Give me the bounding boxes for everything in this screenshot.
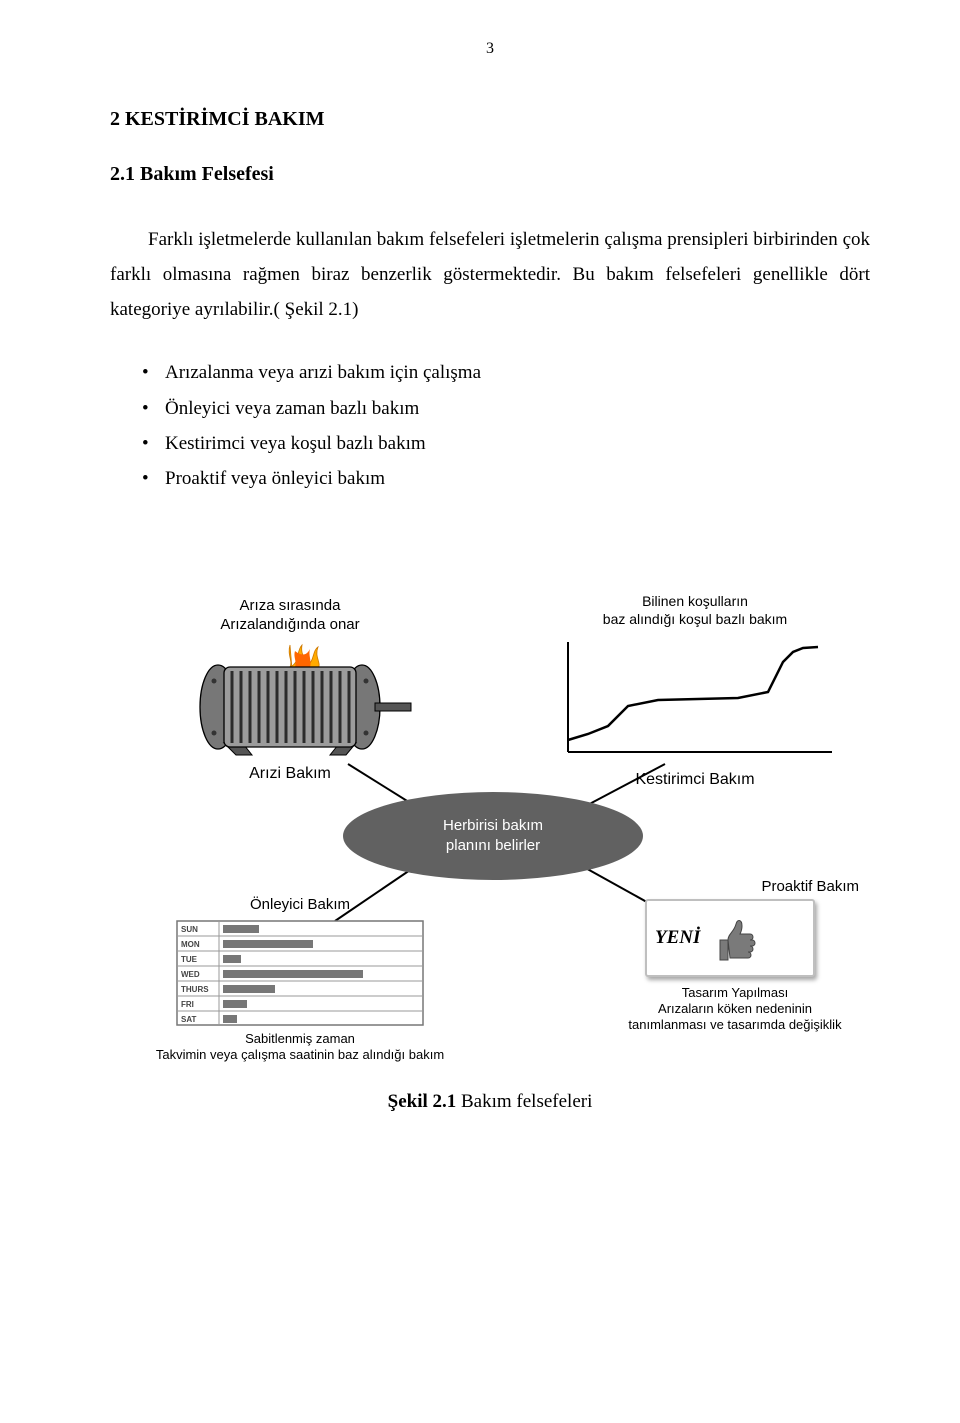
calendar-sub-line2: Takvimin veya çalışma saatinin baz alınd… — [156, 1047, 444, 1062]
calendar-day: WED — [181, 970, 200, 979]
motor-block: Arıza sırasında Arızalandığında onar — [140, 596, 440, 783]
chart-block: Bilinen koşulların baz alındığı koşul ba… — [540, 592, 850, 789]
calendar-block: Önleyici Bakım SUN — [120, 896, 480, 1064]
calendar-title: Önleyici Bakım — [120, 896, 480, 913]
diagram: Arıza sırasında Arızalandığında onar — [110, 526, 870, 1071]
list-item: Önleyici veya zaman bazlı bakım — [110, 391, 870, 426]
chart-top-label: Bilinen koşulların baz alındığı koşul ba… — [540, 592, 850, 628]
calendar-day: TUE — [181, 955, 198, 964]
list-item: Proaktif veya önleyici bakım — [110, 461, 870, 496]
oval-text: Herbirisi bakım planını belirler — [443, 816, 543, 855]
figure-caption-bold: Şekil 2.1 — [388, 1091, 457, 1112]
list-item: Arızalanma veya arızi bakım için çalışma — [110, 355, 870, 390]
calendar-day: FRI — [181, 1000, 194, 1009]
section-title: 2 KESTİRİMCİ BAKIM — [110, 108, 870, 131]
body-paragraph: Farklı işletmelerde kullanılan bakım fel… — [110, 222, 870, 327]
oval-text-line2: planını belirler — [446, 837, 540, 854]
calendar-day: MON — [181, 940, 200, 949]
figure-caption-rest: Bakım felsefeleri — [456, 1091, 592, 1112]
motor-top-label-line2: Arızalandığında onar — [220, 616, 359, 633]
chart-top-label-line2: baz alındığı koşul bazlı bakım — [603, 611, 787, 627]
calendar-sub-line1: Sabitlenmiş zaman — [245, 1031, 355, 1046]
motor-top-label: Arıza sırasında Arızalandığında onar — [140, 596, 440, 635]
proaktif-caption-l1: Tasarım Yapılması — [682, 985, 788, 1000]
motor-icon — [140, 641, 440, 756]
proaktif-box: YENİ — [645, 899, 815, 977]
chart-title: Kestirimci Bakım — [540, 771, 850, 789]
bullet-list: Arızalanma veya arızi bakım için çalışma… — [110, 355, 870, 496]
calendar-sub: Sabitlenmiş zaman Takvimin veya çalışma … — [120, 1031, 480, 1064]
calendar-day: SAT — [181, 1015, 197, 1024]
proaktif-title: Proaktif Bakım — [605, 878, 859, 895]
proaktif-caption-l3: tanımlanması ve tasarımda değişiklik — [628, 1017, 841, 1032]
proaktif-caption-l2: Arızaların köken nedeninin — [658, 1001, 812, 1016]
calendar-icon: SUN MON TUE WED THURS FRI SAT — [175, 919, 425, 1027]
figure-caption: Şekil 2.1 Bakım felsefeleri — [110, 1091, 870, 1113]
chart-icon — [550, 634, 840, 764]
thumbs-up-icon — [708, 910, 764, 966]
proaktif-block: Proaktif Bakım YENİ Tasarım Yapılması Ar… — [605, 878, 865, 1034]
oval-text-line1: Herbirisi bakım — [443, 817, 543, 834]
oval-block: Herbirisi bakım planını belirler — [343, 792, 643, 880]
calendar-day: THURS — [181, 985, 209, 994]
subsection-title: 2.1 Bakım Felsefesi — [110, 163, 870, 186]
figure: Arıza sırasında Arızalandığında onar — [110, 526, 870, 1113]
calendar-day: SUN — [181, 925, 198, 934]
proaktif-yeni-label: YENİ — [655, 927, 700, 949]
chart-top-label-line1: Bilinen koşulların — [642, 593, 748, 609]
proaktif-caption: Tasarım Yapılması Arızaların köken neden… — [605, 985, 865, 1034]
motor-top-label-line1: Arıza sırasında — [240, 597, 341, 614]
oval: Herbirisi bakım planını belirler — [343, 792, 643, 880]
motor-title: Arızi Bakım — [140, 765, 440, 783]
page: 3 2 KESTİRİMCİ BAKIM 2.1 Bakım Felsefesi… — [0, 0, 960, 1153]
page-number: 3 — [110, 40, 870, 58]
list-item: Kestirimci veya koşul bazlı bakım — [110, 426, 870, 461]
